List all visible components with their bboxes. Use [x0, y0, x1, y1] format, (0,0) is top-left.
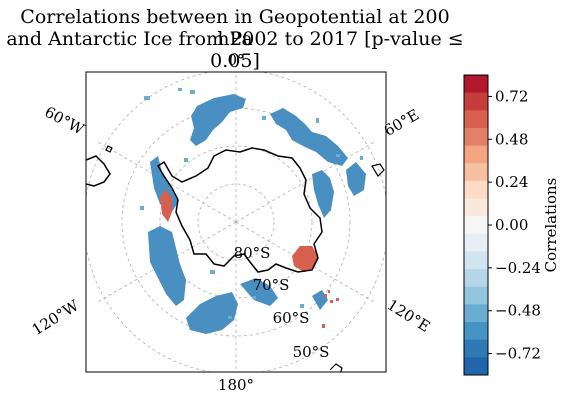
colorbar-segment — [464, 304, 488, 323]
colorbar-ticks: 0.72 0.48 0.24 0.00 −0.24 −0.48 −0.72 — [488, 87, 541, 363]
lon-label-60w: 60°W — [42, 103, 88, 139]
lon-label-60e: 60°E — [381, 105, 423, 139]
lat-label-80s: 80°S — [234, 244, 271, 262]
negative-region-west — [148, 226, 186, 306]
colorbar-segment — [464, 357, 488, 376]
negative-region-far-east — [346, 162, 366, 196]
island-outline — [105, 145, 113, 153]
colorbar-segment — [464, 216, 488, 235]
negative-region-east — [312, 170, 334, 218]
map-frame — [85, 71, 387, 373]
south-america-coastline — [86, 155, 111, 187]
lat-label-60s: 60°S — [273, 309, 310, 327]
colorbar-tick-label: −0.48 — [495, 302, 541, 320]
colorbar-segment — [464, 127, 488, 147]
colorbar-segment — [464, 198, 488, 217]
colorbar-segment — [464, 163, 488, 182]
negative-region-south — [240, 278, 278, 306]
colorbar-segment — [464, 233, 488, 252]
colorbar-segment — [464, 339, 488, 358]
map-title-line-2: and Antarctic Ice from 2002 to 2017 [p-v… — [6, 28, 464, 72]
colorbar-tick-label: 0.48 — [495, 130, 528, 148]
colorbar-segment — [464, 286, 488, 305]
positive-region-peninsula — [160, 190, 172, 222]
lat-label-70s: 70°S — [253, 276, 290, 294]
map-title-line-1: Correlations between in Geopotential at … — [20, 6, 450, 50]
lon-label-120w: 120°W — [29, 296, 83, 339]
africa-tip-outline — [371, 163, 385, 177]
positive-correlation-regions — [160, 190, 339, 328]
colorbar-segment — [464, 269, 488, 288]
colorbar-tick-label: −0.72 — [495, 345, 541, 363]
lat-label-50s: 50°S — [293, 343, 330, 361]
colorbar-segment — [464, 75, 488, 94]
new-zealand-outline — [329, 363, 343, 372]
colorbar-label: Correlations — [542, 178, 560, 273]
antarctica-coastline — [156, 147, 323, 273]
map-area — [86, 72, 386, 372]
colorbar-segment — [464, 180, 488, 200]
lon-label-120e: 120°E — [384, 296, 433, 336]
colorbar-tick-label: 0.72 — [495, 87, 528, 105]
colorbar-segment — [464, 322, 488, 341]
positive-region-east — [292, 246, 318, 272]
lon-label-0: 0° — [227, 51, 244, 69]
negative-correlation-speckles — [140, 88, 363, 319]
negative-region-northeast — [270, 108, 348, 166]
colorbar-tick-label: 0.00 — [495, 216, 528, 234]
colorbar-tick-label: −0.24 — [495, 259, 541, 277]
colorbar — [464, 75, 488, 376]
colorbar-segment — [464, 145, 488, 164]
colorbar-tick-label: 0.24 — [495, 173, 528, 191]
lon-label-180: 180° — [218, 376, 254, 394]
colorbar-segment — [464, 110, 488, 129]
negative-region-southwest — [186, 292, 238, 334]
colorbar-segment — [464, 92, 488, 111]
negative-region-north — [190, 94, 246, 146]
colorbar-segment — [464, 251, 488, 270]
